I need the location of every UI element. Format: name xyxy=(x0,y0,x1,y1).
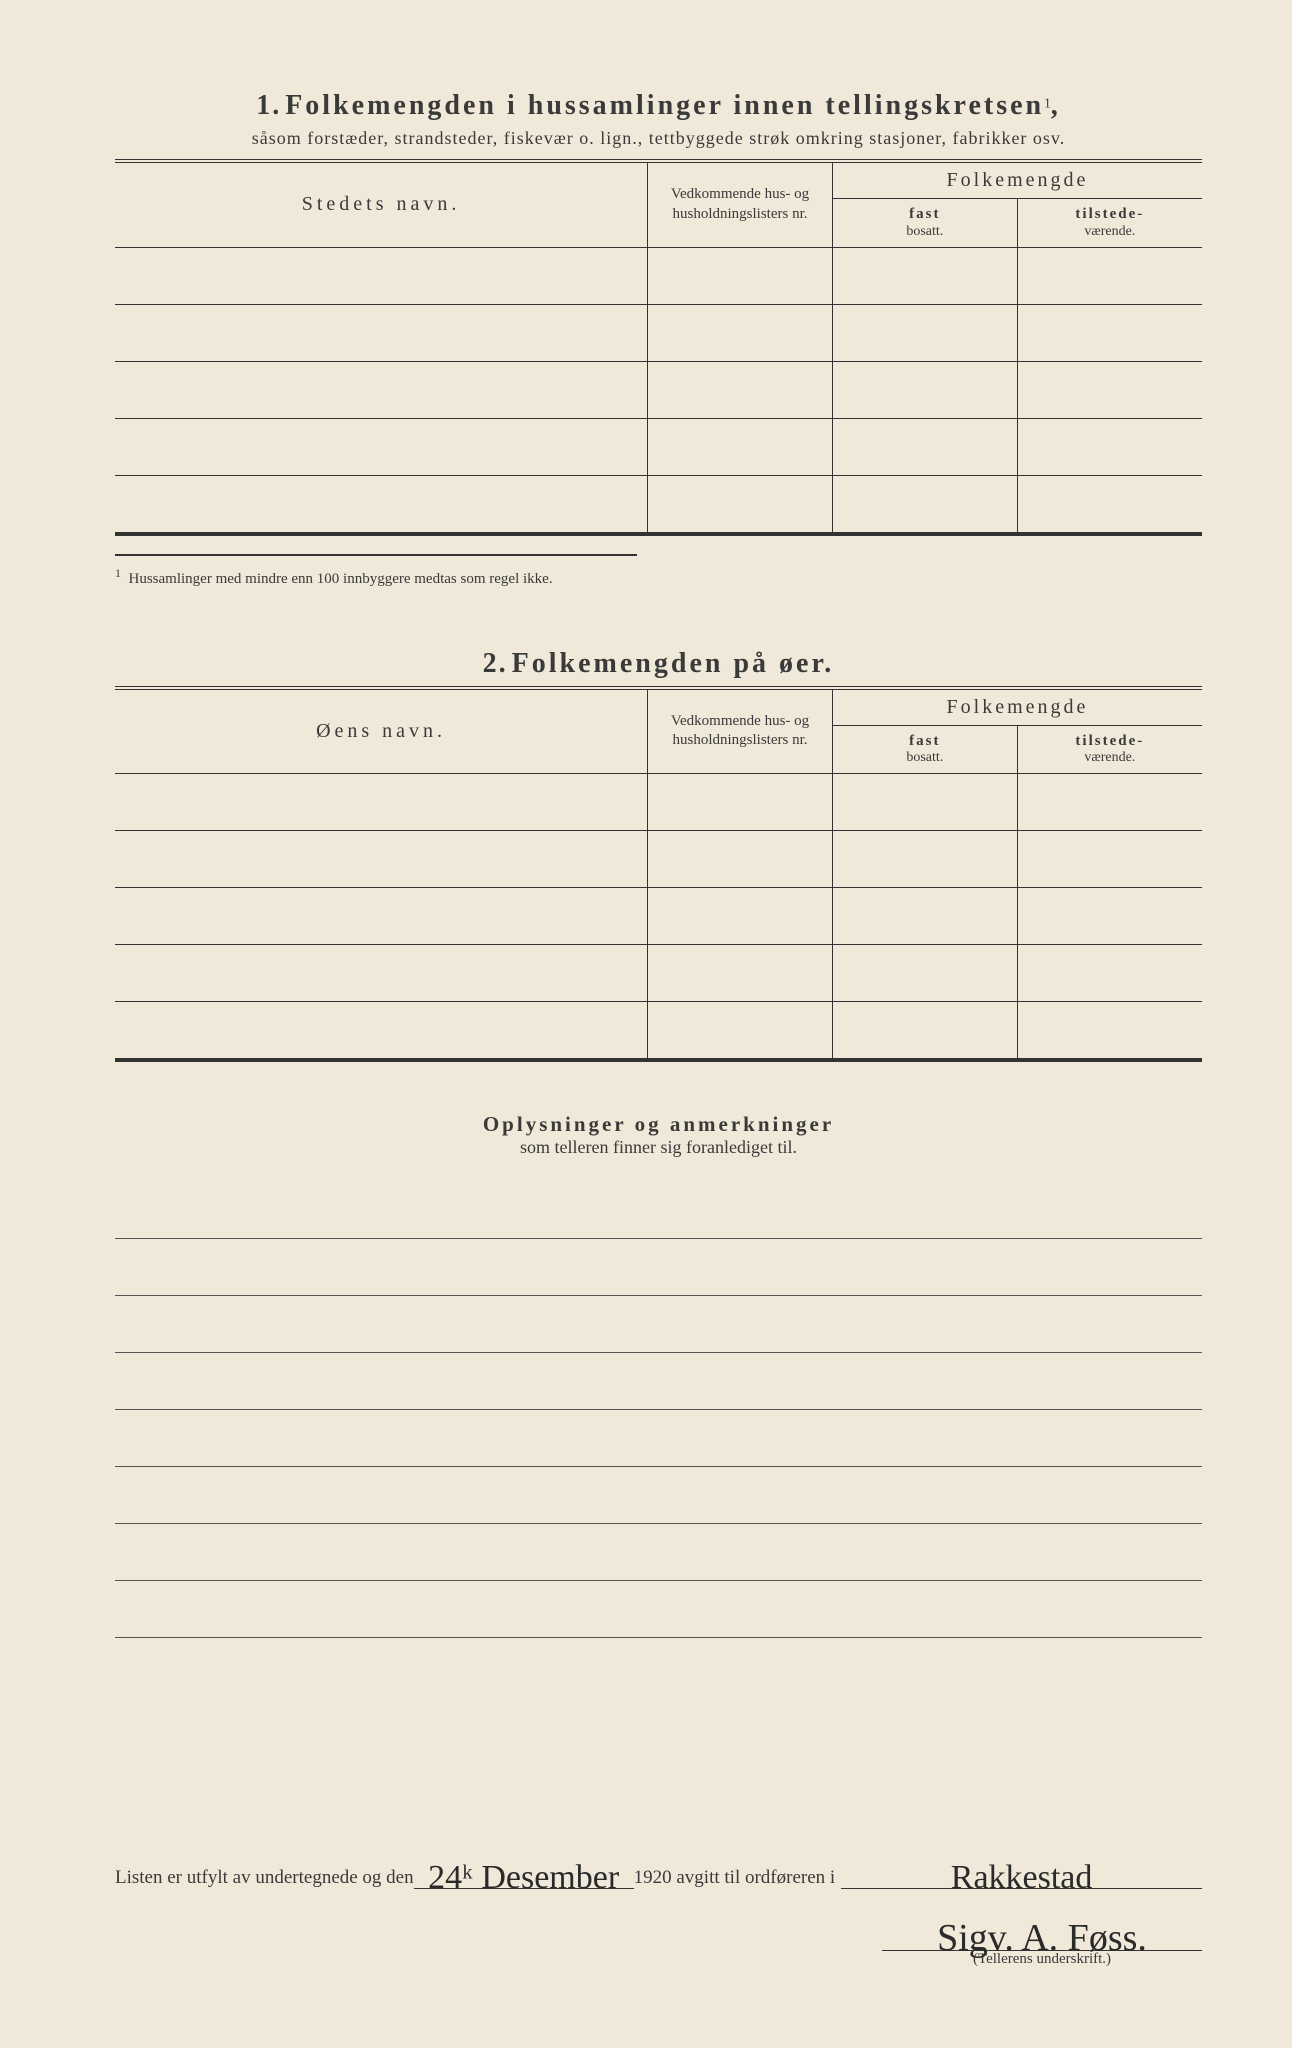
section1-heading: Folkemengden i hussamlinger innen tellin… xyxy=(285,90,1044,121)
table-row xyxy=(115,361,1202,418)
table-row xyxy=(115,831,1202,888)
th-tilstede: tilstede-værende. xyxy=(1017,199,1202,248)
section1-table: Stedets navn. Vedkommende hus- og hushol… xyxy=(115,159,1202,536)
notes-lines xyxy=(115,1182,1202,1638)
th-list: Vedkommende hus- og husholdningslisters … xyxy=(648,161,833,247)
blank-line xyxy=(115,1467,1202,1524)
blank-line xyxy=(115,1353,1202,1410)
sig-place-blank: Rakkestad xyxy=(841,1858,1202,1889)
th-place: Øens navn. xyxy=(115,688,648,774)
blank-line xyxy=(115,1182,1202,1239)
blank-line xyxy=(115,1581,1202,1638)
blank-line xyxy=(115,1296,1202,1353)
section1-subtitle: såsom forstæder, strandsteder, fiskevær … xyxy=(115,128,1202,149)
table-row xyxy=(115,418,1202,475)
table-row xyxy=(115,475,1202,534)
handwritten-signature: Sigv. A. Føss. xyxy=(937,1917,1147,1959)
sig-name-blank: Sigv. A. Føss. xyxy=(882,1917,1202,1951)
section1-body xyxy=(115,247,1202,534)
footnote-text: Hussamlinger med mindre enn 100 innbygge… xyxy=(129,571,553,587)
handwritten-date: 24ᵏ Desember xyxy=(428,1859,619,1896)
census-form-page: 1. Folkemengden i hussamlinger innen tel… xyxy=(0,0,1292,2048)
table-row xyxy=(115,1002,1202,1061)
section2-number: 2. xyxy=(483,648,508,679)
section1-footnote: 1 Hussamlinger med mindre enn 100 innbyg… xyxy=(115,554,637,588)
blank-line xyxy=(115,1239,1202,1296)
sig-year: 1920 xyxy=(634,1867,672,1889)
section1-comma: , xyxy=(1051,90,1061,121)
section2-title: 2. Folkemengden på øer. xyxy=(115,648,1202,680)
table-row xyxy=(115,247,1202,304)
section1-title: 1. Folkemengden i hussamlinger innen tel… xyxy=(115,90,1202,122)
th-list: Vedkommende hus- og husholdningslisters … xyxy=(648,688,833,774)
section3-title: Oplysninger og anmerkninger xyxy=(115,1112,1202,1137)
footnote-sup: 1 xyxy=(115,566,121,580)
sig-date-blank: 24ᵏ Desember xyxy=(414,1858,634,1889)
section2-table: Øens navn. Vedkommende hus- og husholdni… xyxy=(115,686,1202,1063)
section3-subtitle: som telleren finner sig foranlediget til… xyxy=(115,1137,1202,1158)
th-tilstede: tilstede-værende. xyxy=(1017,725,1202,774)
sig-text2: avgitt til ordføreren i xyxy=(676,1867,835,1889)
sig-text1: Listen er utfylt av undertegnede og den xyxy=(115,1867,414,1889)
section2-body xyxy=(115,774,1202,1061)
section1-sup: 1 xyxy=(1044,96,1051,111)
section1-number: 1. xyxy=(256,90,281,121)
handwritten-place: Rakkestad xyxy=(951,1859,1093,1896)
table-row xyxy=(115,304,1202,361)
th-place: Stedets navn. xyxy=(115,161,648,247)
table-row xyxy=(115,774,1202,831)
th-pop-group: Folkemengde xyxy=(832,688,1202,726)
th-pop-group: Folkemengde xyxy=(832,161,1202,199)
table-row xyxy=(115,945,1202,1002)
table-row xyxy=(115,888,1202,945)
section2-heading: Folkemengden på øer. xyxy=(512,648,835,679)
blank-line xyxy=(115,1524,1202,1581)
th-fast: fastbosatt. xyxy=(832,199,1017,248)
signature-area: Listen er utfylt av undertegnede og den … xyxy=(115,1858,1202,1968)
th-fast: fastbosatt. xyxy=(832,725,1017,774)
blank-line xyxy=(115,1410,1202,1467)
